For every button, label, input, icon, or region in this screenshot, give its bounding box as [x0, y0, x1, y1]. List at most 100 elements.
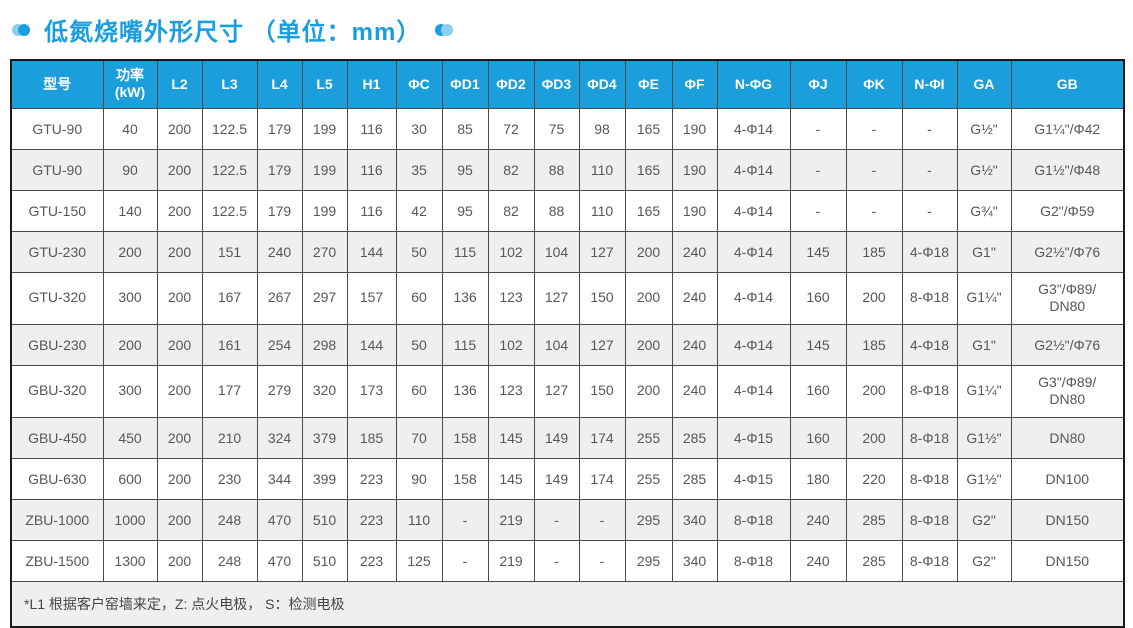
value-cell: 200: [156, 148, 203, 191]
value-cell: 151: [201, 230, 258, 273]
value-cell: 190: [671, 107, 718, 150]
value-cell: G2½"/Φ76: [1010, 323, 1125, 366]
value-cell: G1½"/Φ48: [1010, 148, 1125, 191]
value-cell: 8-Φ18: [716, 539, 791, 582]
value-cell: 95: [441, 189, 489, 232]
value-cell: 116: [346, 107, 397, 150]
value-cell: 4-Φ14: [716, 364, 791, 418]
value-cell: 200: [156, 323, 203, 366]
value-cell: 102: [487, 323, 535, 366]
value-cell: 200: [624, 323, 673, 366]
value-cell: 127: [533, 271, 580, 325]
column-header: 型号: [10, 59, 104, 109]
value-cell: G½": [956, 107, 1012, 150]
value-cell: G2½"/Φ76: [1010, 230, 1125, 273]
model-cell: GBU-320: [10, 364, 104, 418]
value-cell: 8-Φ18: [901, 457, 958, 500]
value-cell: 98: [578, 107, 626, 150]
value-cell: G3"/Φ89/DN80: [1010, 364, 1125, 418]
value-cell: 149: [533, 457, 580, 500]
value-cell: 240: [789, 498, 847, 541]
value-cell: 4-Φ14: [716, 189, 791, 232]
bullet-icon: [441, 23, 454, 36]
value-cell: 136: [441, 364, 489, 418]
value-cell: 210: [201, 416, 258, 459]
value-cell: 158: [441, 416, 489, 459]
value-cell: 510: [301, 498, 348, 541]
value-cell: 145: [789, 230, 847, 273]
value-cell: 8-Φ18: [901, 498, 958, 541]
value-cell: 344: [256, 457, 303, 500]
value-cell: 82: [487, 148, 535, 191]
value-cell: 50: [395, 230, 443, 273]
value-cell: 200: [624, 364, 673, 418]
value-cell: 230: [201, 457, 258, 500]
value-cell: 248: [201, 539, 258, 582]
value-cell: 200: [845, 364, 903, 418]
value-cell: 1300: [102, 539, 158, 582]
value-cell: 1000: [102, 498, 158, 541]
model-cell: GBU-230: [10, 323, 104, 366]
value-cell: 450: [102, 416, 158, 459]
value-cell: 179: [256, 148, 303, 191]
value-cell: 600: [102, 457, 158, 500]
value-cell: 200: [156, 416, 203, 459]
value-cell: -: [789, 148, 847, 191]
value-cell: G2": [956, 498, 1012, 541]
value-cell: 240: [256, 230, 303, 273]
value-cell: 90: [102, 148, 158, 191]
value-cell: 150: [578, 271, 626, 325]
column-header: ΦC: [395, 59, 443, 109]
value-cell: 110: [578, 148, 626, 191]
table-row: GTU-320 300 200 167 267 297 157 60 136 123 127 150 2…: [10, 271, 1125, 325]
value-cell: 199: [301, 148, 348, 191]
value-cell: 298: [301, 323, 348, 366]
value-cell: -: [901, 189, 958, 232]
column-header: ΦD1: [441, 59, 489, 109]
value-cell: 255: [624, 457, 673, 500]
value-cell: 379: [301, 416, 348, 459]
column-header: ΦD4: [578, 59, 626, 109]
column-header: GA: [956, 59, 1012, 109]
value-cell: G1": [956, 323, 1012, 366]
value-cell: 149: [533, 416, 580, 459]
column-header: H1: [346, 59, 397, 109]
title-bar: 低氮烧嘴外形尺寸 （单位：mm）: [12, 12, 1123, 47]
column-header: L2: [156, 59, 203, 109]
value-cell: 510: [301, 539, 348, 582]
value-cell: 60: [395, 271, 443, 325]
value-cell: 200: [156, 364, 203, 418]
table-row: GTU-230 200 200 151 240 270 144 50 115 102 104 127 2…: [10, 230, 1125, 273]
value-cell: -: [789, 189, 847, 232]
model-cell: GBU-630: [10, 457, 104, 500]
table-row: GTU-150 140 200 122.5 179 199 116 42 95 82 88 110 16…: [10, 189, 1125, 232]
value-cell: -: [441, 498, 489, 541]
value-cell: 199: [301, 107, 348, 150]
table-row: GBU-630 600 200 230 344 399 223 90 158 145 149 174 2…: [10, 457, 1125, 500]
value-cell: 340: [671, 498, 718, 541]
model-cell: GTU-90: [10, 148, 104, 191]
value-cell: 4-Φ15: [716, 416, 791, 459]
value-cell: 470: [256, 498, 303, 541]
table-row: ZBU-1500 1300 200 248 470 510 223 125-219- -295 3…: [10, 539, 1125, 582]
value-cell: 4-Φ14: [716, 230, 791, 273]
value-cell: G1½": [956, 416, 1012, 459]
value-cell: 160: [789, 271, 847, 325]
model-cell: ZBU-1000: [10, 498, 104, 541]
value-cell: G½": [956, 148, 1012, 191]
value-cell: 8-Φ18: [901, 271, 958, 325]
value-cell: 199: [301, 189, 348, 232]
value-cell: 116: [346, 189, 397, 232]
value-cell: 180: [789, 457, 847, 500]
value-cell: 173: [346, 364, 397, 418]
value-cell: G1": [956, 230, 1012, 273]
value-cell: 4-Φ14: [716, 107, 791, 150]
title-decoration-left: [12, 23, 30, 36]
column-header: ΦF: [671, 59, 718, 109]
value-cell: 125: [395, 539, 443, 582]
value-cell: 145: [487, 457, 535, 500]
value-cell: 35: [395, 148, 443, 191]
model-cell: GTU-320: [10, 271, 104, 325]
value-cell: 140: [102, 189, 158, 232]
